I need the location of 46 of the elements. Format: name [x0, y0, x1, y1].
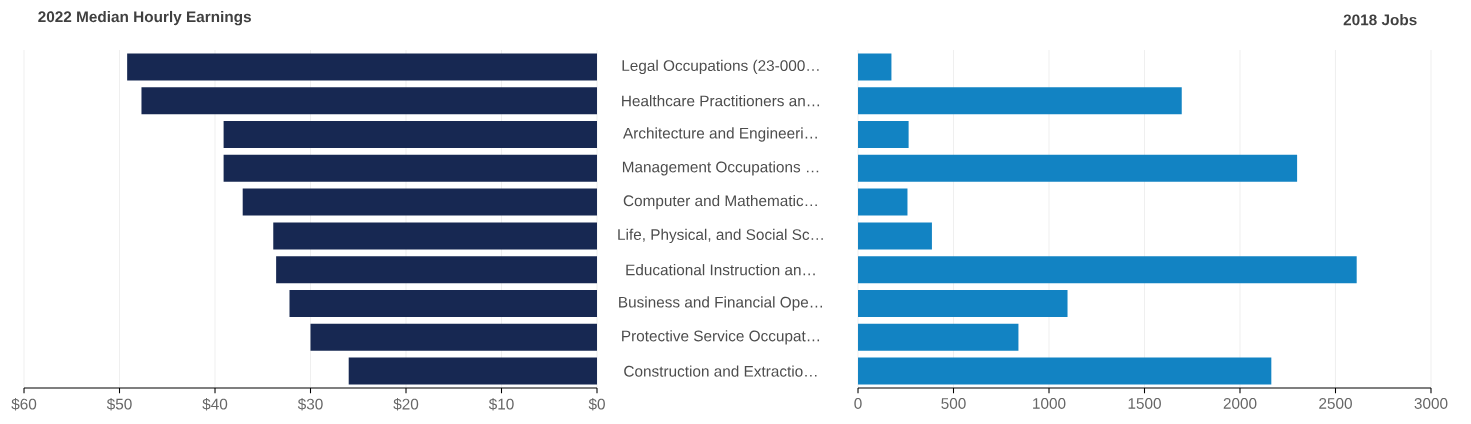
y-tick-label: Construction and Extractio…	[624, 365, 817, 377]
y-tick-label: Architecture and Engineeri…	[623, 127, 817, 142]
bar	[858, 256, 1357, 284]
bar	[858, 188, 908, 216]
bar	[276, 256, 597, 284]
x-tick-label: $10	[488, 398, 514, 411]
x-tick-label: $60	[11, 398, 37, 411]
bar	[223, 154, 597, 182]
y-tick-label: Business and Financial Ope…	[619, 296, 823, 311]
y-tick-label: Management Occupations …	[622, 161, 819, 176]
bar	[858, 154, 1298, 182]
y-tick-label: Protective Service Occupat…	[622, 330, 820, 345]
bar	[273, 222, 597, 250]
bar	[858, 357, 1272, 385]
y-tick-label: Legal Occupations (23-000…	[622, 59, 819, 75]
bar	[289, 289, 597, 318]
chart-title: 2022 Median Hourly Earnings	[38, 10, 251, 26]
bar	[310, 323, 597, 351]
bar	[141, 87, 597, 115]
bar	[858, 222, 932, 250]
y-tick-label: Educational Instruction an…	[626, 264, 815, 276]
x-tick-label: 500	[941, 398, 966, 409]
bar	[858, 323, 1019, 351]
x-tick-label: 2500	[1319, 398, 1352, 409]
x-tick-label: 2000	[1223, 398, 1257, 409]
bar	[348, 357, 597, 385]
x-tick-label: 3000	[1414, 398, 1448, 409]
x-tick-label: 1500	[1128, 398, 1161, 409]
bar	[858, 87, 1182, 115]
x-tick-label: $50	[106, 398, 132, 411]
x-tick-label: $40	[202, 398, 228, 411]
bar	[127, 53, 597, 81]
x-tick-label: $30	[297, 398, 323, 411]
x-tick-label: 1000	[1033, 398, 1066, 409]
chart-title: 2018 Jobs	[1343, 14, 1417, 26]
y-tick-label: Healthcare Practitioners an…	[622, 95, 820, 107]
bar	[858, 53, 892, 81]
bar	[223, 120, 597, 149]
bar	[858, 289, 1068, 318]
bar	[858, 120, 909, 149]
x-tick-label: 0	[854, 398, 862, 409]
y-tick-label: Life, Physical, and Social Sc…	[618, 228, 823, 244]
y-tick-label: Computer and Mathematic…	[623, 194, 817, 210]
x-tick-label: $20	[393, 398, 419, 411]
x-tick-label: $0	[588, 398, 605, 411]
bar	[242, 188, 597, 216]
